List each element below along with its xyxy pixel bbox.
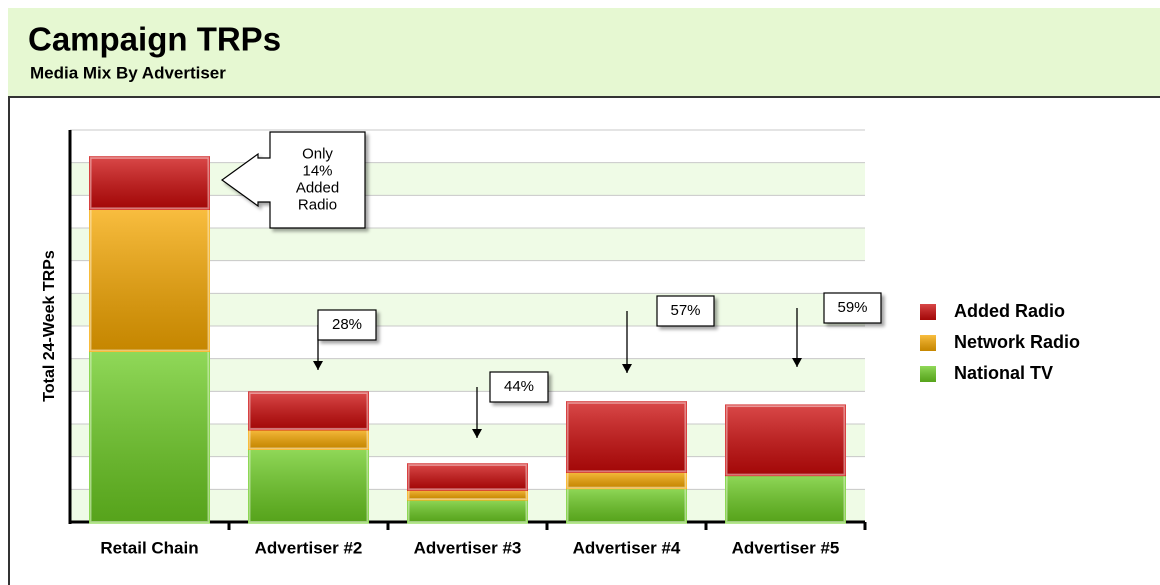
callout-box: [220, 131, 366, 229]
y-axis-label: Total 24-Week TRPs: [41, 250, 58, 402]
callout-box: [489, 371, 549, 403]
legend-label: Network Radio: [954, 332, 1080, 352]
callout-box: [656, 295, 715, 327]
bar-segment: [248, 427, 369, 450]
x-tick-label: Advertiser #3: [414, 538, 522, 557]
annotation: 44%: [472, 371, 549, 438]
annotation: 57%: [622, 295, 715, 373]
bar-segment: [407, 497, 528, 524]
bar-shade: [566, 470, 687, 489]
bar-segment: [248, 391, 369, 431]
annotation-text: 59%: [837, 299, 867, 316]
callout-arrowhead: [313, 361, 323, 370]
bar-shade: [89, 349, 210, 523]
bar-segment: [566, 486, 687, 524]
bar-segment: [566, 401, 687, 473]
legend-swatch-shade: [920, 335, 936, 351]
annotation-text: 28%: [332, 316, 362, 333]
legend-label: National TV: [954, 363, 1053, 383]
callout-box: [317, 309, 377, 341]
header-band: [8, 8, 1160, 96]
bar-shade: [566, 401, 687, 473]
callout-arrowhead: [792, 358, 802, 367]
x-tick-label: Advertiser #4: [573, 538, 681, 557]
bar-segment: [89, 156, 210, 210]
callout-arrowhead: [472, 429, 482, 438]
x-tick-label: Retail Chain: [100, 538, 198, 557]
bar-shade: [566, 486, 687, 524]
legend-swatch-shade: [920, 304, 936, 320]
chart-subtitle: Media Mix By Advertiser: [30, 63, 226, 82]
annotation-text: Added: [296, 179, 339, 196]
bar-shade: [407, 498, 528, 523]
bar-segment: [89, 206, 210, 352]
bar-shade: [89, 207, 210, 352]
annotation-text: 44%: [504, 378, 534, 395]
bar-segment: [89, 349, 210, 524]
annotation-text: Only: [302, 145, 333, 162]
annotation: 28%: [313, 309, 377, 370]
bar-shade: [89, 156, 210, 210]
annotation-text: 14%: [302, 162, 332, 179]
legend-label: Added Radio: [954, 301, 1065, 321]
annotation-text: Radio: [298, 196, 337, 213]
legend-swatch-shade: [920, 366, 936, 382]
callout-box: [823, 292, 882, 324]
bar-shade: [725, 473, 846, 523]
chart-title: Campaign TRPs: [28, 21, 281, 58]
bar-shade: [248, 447, 369, 523]
annotation: 59%: [792, 292, 882, 367]
bar-shade: [248, 427, 369, 450]
bar-segment: [566, 469, 687, 490]
bar-shade: [725, 405, 846, 476]
bar-shade: [407, 463, 528, 491]
callout-arrowhead: [622, 364, 632, 373]
x-tick-label: Advertiser #2: [255, 538, 363, 557]
bar-segment: [407, 463, 528, 491]
x-tick-label: Advertiser #5: [732, 538, 840, 557]
bar-segment: [725, 473, 846, 524]
bar-shade: [248, 391, 369, 430]
bar-segment: [725, 404, 846, 477]
bar-segment: [248, 447, 369, 524]
annotation-text: 57%: [670, 302, 700, 319]
